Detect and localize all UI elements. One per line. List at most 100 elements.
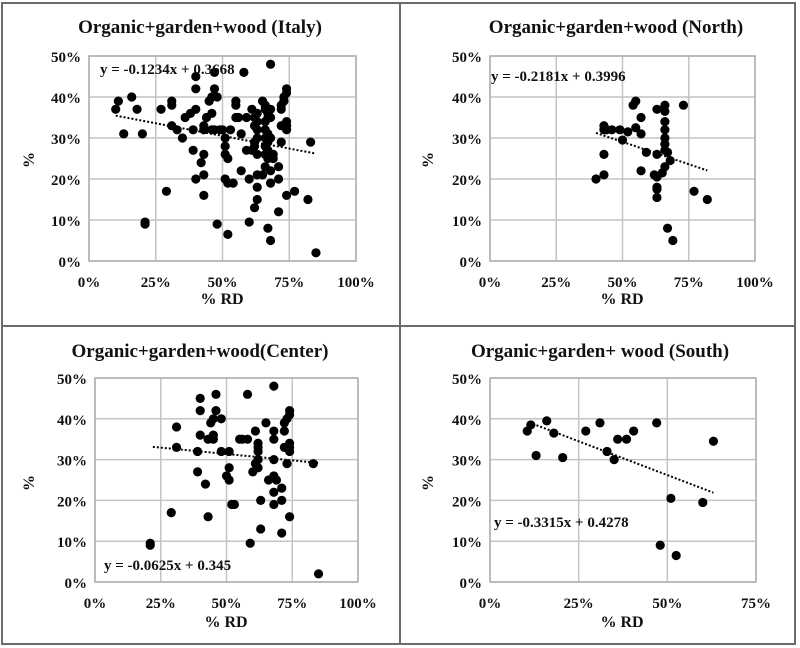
data-point [652, 418, 662, 428]
data-point [195, 430, 205, 440]
data-point [279, 426, 289, 436]
y-ticks: 0% 10% 20% 30% 40% 50% [51, 50, 81, 271]
data-point [261, 418, 271, 428]
chart-title: Organic+garden+ wood (South) [471, 341, 729, 362]
x-axis-label: % RD [204, 614, 247, 631]
x-tick-label: 100% [339, 596, 377, 612]
y-axis-label: % [420, 152, 437, 168]
y-axis-label: % [420, 475, 437, 491]
data-point [689, 186, 699, 196]
y-axis-label: % [21, 152, 38, 168]
data-point [660, 125, 670, 135]
data-point [581, 426, 591, 436]
grid [489, 55, 756, 262]
x-tick-label: 75% [277, 596, 307, 612]
data-point [636, 129, 646, 139]
data-point [253, 446, 263, 457]
x-ticks: 0% 25% 50% 75% [479, 596, 771, 612]
y-tick-label: 30% [452, 132, 482, 148]
data-point [249, 203, 260, 213]
x-tick-label: 25% [564, 596, 594, 612]
data-point [269, 434, 279, 444]
data-point [191, 71, 201, 82]
data-point [265, 166, 276, 176]
data-point [177, 133, 188, 143]
data-point [161, 186, 172, 196]
data-point [252, 194, 262, 205]
chart-italy: Organic+garden+wood (Italy) 0% 25% 50% 75% 1… [21, 17, 375, 308]
data-point [531, 450, 541, 461]
data-point [660, 162, 670, 172]
data-point [306, 137, 316, 147]
data-points [111, 59, 321, 258]
data-point [195, 406, 205, 416]
data-point [708, 436, 719, 446]
plot-area [94, 377, 359, 583]
x-tick-label: 0% [84, 596, 107, 612]
y-tick-label: 0% [460, 255, 483, 271]
y-ticks: 0% 10% 20% 30% 40% 50% [452, 50, 482, 271]
data-point [245, 538, 255, 548]
data-point [269, 426, 279, 436]
y-tick-label: 40% [57, 413, 87, 429]
data-point [216, 446, 226, 457]
y-tick-label: 10% [452, 214, 482, 230]
chart-title: Organic+garden+wood (North) [489, 17, 743, 38]
chart-north: Organic+garden+wood (North) 0% 25% 50% 75% 1… [420, 17, 774, 308]
data-point [113, 96, 123, 106]
data-point [212, 219, 222, 229]
plot-area [88, 55, 357, 262]
data-point [241, 112, 252, 123]
data-point [208, 434, 218, 444]
data-point [526, 420, 536, 430]
data-point [156, 104, 166, 114]
data-point [196, 158, 206, 168]
data-point [137, 129, 147, 139]
data-point [167, 100, 177, 110]
x-tick-label: 50% [652, 596, 682, 612]
trendline [528, 421, 714, 494]
data-point [282, 459, 292, 469]
data-point [191, 104, 201, 114]
y-tick-label: 50% [452, 372, 482, 388]
data-point [285, 512, 295, 522]
x-tick-label: 25% [146, 596, 176, 612]
data-point [277, 495, 287, 505]
data-point [250, 426, 261, 436]
x-tick-label: 25% [541, 275, 571, 291]
data-point [216, 414, 226, 424]
data-point [602, 446, 612, 457]
data-point [224, 475, 234, 485]
trendline-equation: y = -0.3315x + 0.4278 [494, 515, 629, 531]
x-tick-label: 50% [208, 275, 238, 291]
y-tick-label: 20% [57, 494, 87, 510]
x-ticks: 0% 25% 50% 75% 100% [78, 275, 375, 291]
data-point [199, 170, 209, 180]
data-point [140, 217, 150, 227]
x-tick-label: 25% [141, 275, 171, 291]
trendline [595, 131, 708, 172]
data-point [224, 463, 234, 473]
data-point [599, 149, 609, 159]
data-point [311, 248, 321, 258]
data-point [281, 125, 292, 135]
data-point [256, 495, 266, 505]
data-point [285, 446, 295, 457]
data-point [636, 112, 646, 123]
x-axis-label: % RD [200, 291, 243, 308]
data-point [641, 147, 651, 157]
data-point [631, 123, 641, 133]
data-point [265, 178, 276, 188]
data-point [191, 84, 201, 94]
y-tick-label: 40% [452, 91, 482, 107]
x-ticks: 0% 25% 50% 75% 100% [84, 596, 377, 612]
data-point [191, 174, 201, 184]
data-point [655, 540, 665, 550]
data-point [652, 184, 662, 194]
data-point [631, 96, 641, 106]
y-ticks: 0% 10% 20% 30% 40% 50% [57, 372, 87, 592]
x-tick-label: 75% [674, 275, 704, 291]
data-point [211, 406, 221, 416]
data-point [617, 135, 628, 145]
